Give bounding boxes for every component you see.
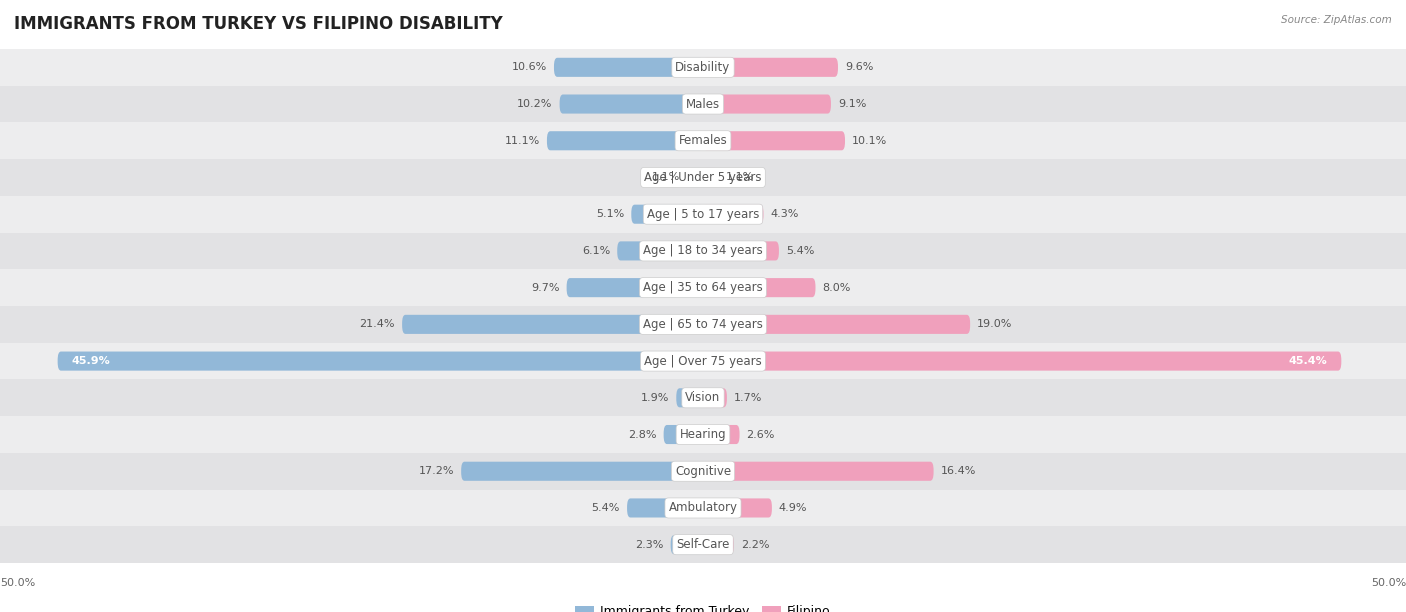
Bar	[0, 490, 1406, 526]
Text: 50.0%: 50.0%	[1371, 578, 1406, 588]
Text: Source: ZipAtlas.com: Source: ZipAtlas.com	[1281, 15, 1392, 25]
FancyBboxPatch shape	[703, 204, 763, 224]
FancyBboxPatch shape	[547, 131, 703, 151]
Bar	[0, 306, 1406, 343]
FancyBboxPatch shape	[560, 94, 703, 114]
Text: 17.2%: 17.2%	[419, 466, 454, 476]
Text: 45.9%: 45.9%	[72, 356, 111, 366]
Text: IMMIGRANTS FROM TURKEY VS FILIPINO DISABILITY: IMMIGRANTS FROM TURKEY VS FILIPINO DISAB…	[14, 15, 503, 33]
FancyBboxPatch shape	[703, 425, 740, 444]
Bar	[0, 122, 1406, 159]
Text: 50.0%: 50.0%	[0, 578, 35, 588]
Text: Vision: Vision	[685, 391, 721, 405]
Text: Age | Over 75 years: Age | Over 75 years	[644, 354, 762, 368]
Text: 2.8%: 2.8%	[628, 430, 657, 439]
Text: Age | 35 to 64 years: Age | 35 to 64 years	[643, 281, 763, 294]
Text: 11.1%: 11.1%	[505, 136, 540, 146]
Bar	[0, 49, 1406, 86]
FancyBboxPatch shape	[676, 388, 703, 408]
FancyBboxPatch shape	[703, 278, 815, 297]
FancyBboxPatch shape	[688, 168, 703, 187]
Text: Hearing: Hearing	[679, 428, 727, 441]
Text: 2.2%: 2.2%	[741, 540, 769, 550]
FancyBboxPatch shape	[461, 461, 703, 481]
FancyBboxPatch shape	[703, 351, 1341, 371]
FancyBboxPatch shape	[703, 461, 934, 481]
FancyBboxPatch shape	[554, 58, 703, 77]
Bar	[0, 86, 1406, 122]
Legend: Immigrants from Turkey, Filipino: Immigrants from Turkey, Filipino	[575, 605, 831, 612]
FancyBboxPatch shape	[402, 315, 703, 334]
FancyBboxPatch shape	[703, 498, 772, 518]
Bar	[0, 379, 1406, 416]
Bar	[0, 416, 1406, 453]
Bar	[0, 343, 1406, 379]
Text: 2.6%: 2.6%	[747, 430, 775, 439]
FancyBboxPatch shape	[703, 94, 831, 114]
Text: 2.3%: 2.3%	[636, 540, 664, 550]
Text: 8.0%: 8.0%	[823, 283, 851, 293]
Text: 1.7%: 1.7%	[734, 393, 762, 403]
Text: Cognitive: Cognitive	[675, 465, 731, 478]
Text: 9.1%: 9.1%	[838, 99, 866, 109]
Bar	[0, 526, 1406, 563]
FancyBboxPatch shape	[703, 58, 838, 77]
Text: 5.4%: 5.4%	[592, 503, 620, 513]
Text: Age | 5 to 17 years: Age | 5 to 17 years	[647, 207, 759, 221]
Text: 21.4%: 21.4%	[360, 319, 395, 329]
Text: 4.3%: 4.3%	[770, 209, 799, 219]
FancyBboxPatch shape	[703, 535, 734, 554]
Text: Ambulatory: Ambulatory	[668, 501, 738, 515]
FancyBboxPatch shape	[617, 241, 703, 261]
Text: 1.1%: 1.1%	[652, 173, 681, 182]
Text: Females: Females	[679, 134, 727, 147]
FancyBboxPatch shape	[627, 498, 703, 518]
Text: 45.4%: 45.4%	[1288, 356, 1327, 366]
FancyBboxPatch shape	[703, 241, 779, 261]
FancyBboxPatch shape	[631, 204, 703, 224]
Text: 9.6%: 9.6%	[845, 62, 873, 72]
FancyBboxPatch shape	[664, 425, 703, 444]
FancyBboxPatch shape	[671, 535, 703, 554]
Text: Disability: Disability	[675, 61, 731, 74]
Text: 6.1%: 6.1%	[582, 246, 610, 256]
Text: Age | Under 5 years: Age | Under 5 years	[644, 171, 762, 184]
FancyBboxPatch shape	[567, 278, 703, 297]
Text: 10.2%: 10.2%	[517, 99, 553, 109]
Text: Self-Care: Self-Care	[676, 538, 730, 551]
FancyBboxPatch shape	[703, 388, 727, 408]
Text: Age | 18 to 34 years: Age | 18 to 34 years	[643, 244, 763, 258]
Bar	[0, 269, 1406, 306]
Text: 4.9%: 4.9%	[779, 503, 807, 513]
Text: 10.1%: 10.1%	[852, 136, 887, 146]
Text: 16.4%: 16.4%	[941, 466, 976, 476]
Text: 1.9%: 1.9%	[641, 393, 669, 403]
Text: 1.1%: 1.1%	[725, 173, 754, 182]
Text: 5.4%: 5.4%	[786, 246, 814, 256]
Bar	[0, 453, 1406, 490]
FancyBboxPatch shape	[58, 351, 703, 371]
Text: 10.6%: 10.6%	[512, 62, 547, 72]
Text: Age | 65 to 74 years: Age | 65 to 74 years	[643, 318, 763, 331]
Text: Males: Males	[686, 97, 720, 111]
Text: 9.7%: 9.7%	[531, 283, 560, 293]
Text: 5.1%: 5.1%	[596, 209, 624, 219]
Text: 19.0%: 19.0%	[977, 319, 1012, 329]
FancyBboxPatch shape	[703, 315, 970, 334]
FancyBboxPatch shape	[703, 131, 845, 151]
Bar	[0, 196, 1406, 233]
Bar	[0, 159, 1406, 196]
FancyBboxPatch shape	[703, 168, 718, 187]
Bar	[0, 233, 1406, 269]
